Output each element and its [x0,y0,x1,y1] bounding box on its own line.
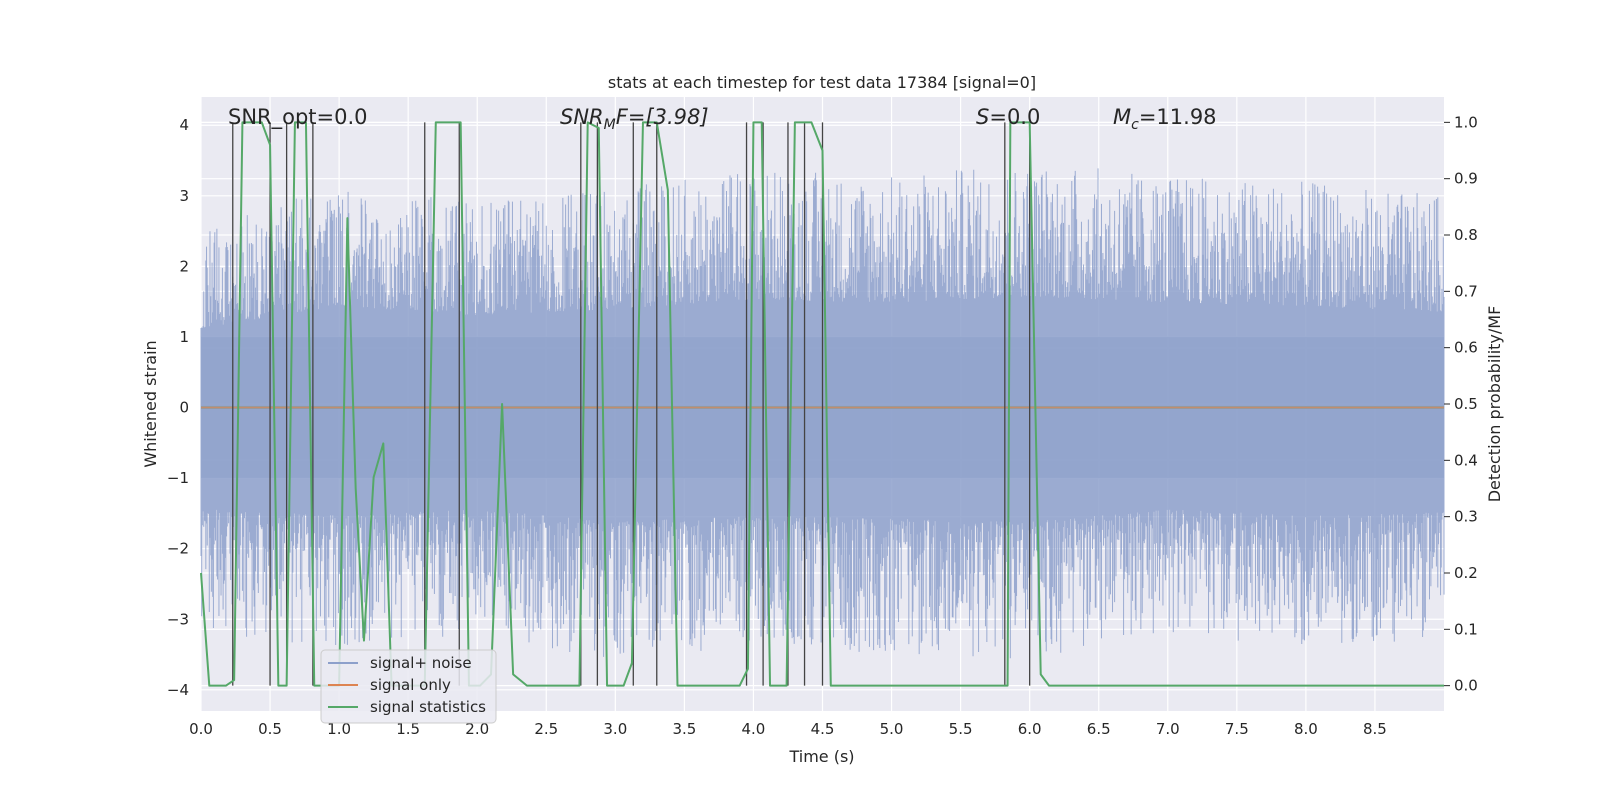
x-tick-label: 4.5 [811,720,835,738]
legend-box [320,649,497,724]
y-tick-label: −2 [167,540,189,558]
x-tick-label: 1.0 [327,720,351,738]
x-tick-label: 5.5 [949,720,973,738]
y2-tick-label: 0.4 [1454,451,1478,469]
x-tick-label: 2.5 [534,720,558,738]
annotation-mc: Mc=11.98 [1113,105,1217,133]
y-axis-title: Whitened strain [141,340,160,467]
y2-tick-label: 0.2 [1454,564,1478,582]
y-tick-label: 0 [179,399,189,417]
x-tick-label: 5.0 [880,720,904,738]
y2-tick-label: 0.9 [1454,170,1478,188]
x-tick-label: 8.5 [1363,720,1387,738]
legend-label-signal-statistics: signal statistics [370,698,486,716]
x-tick-label: 4.0 [742,720,766,738]
y2-tick-label: 0.7 [1454,282,1478,300]
annotation-snr-opt: SNR_opt=0.0 [228,105,368,130]
x-axis-ticks: 0.0 0.5 1.0 1.5 2.0 2.5 3.0 3.5 4.0 4.5 5.0 5.5 6.0 6… [189,720,1387,738]
x-tick-label: 1.5 [396,720,420,738]
y-axis-left-ticks: −4 −3 −2 −1 0 1 2 3 4 [167,116,189,699]
x-tick-label: 2.0 [465,720,489,738]
x-tick-label: 6.0 [1018,720,1042,738]
y2-tick-label: 0.6 [1454,339,1478,357]
x-axis-title: Time (s) [788,747,854,766]
y2-axis-title: Detection probability/MF [1485,306,1504,503]
y-tick-label: −4 [167,681,189,699]
legend-label-signal-noise: signal+ noise [370,654,472,672]
y2-tick-label: 0.8 [1454,226,1478,244]
x-tick-label: 0.0 [189,720,213,738]
y-tick-label: 3 [179,187,189,205]
x-tick-label: 6.5 [1087,720,1111,738]
x-tick-label: 0.5 [258,720,282,738]
y-tick-label: −3 [167,610,189,628]
y2-tick-label: 0.5 [1454,395,1478,413]
signal-statistics-line [200,121,1444,687]
y2-tick-label: 1.0 [1454,113,1478,131]
legend-label-signal-only: signal only [370,676,451,694]
y2-tick-label: 0.1 [1454,620,1478,638]
x-tick-label: 7.0 [1156,720,1180,738]
x-tick-label: 7.5 [1225,720,1249,738]
y2-tick-label: 0.0 [1454,677,1478,695]
y2-tick-label: 0.3 [1454,508,1478,526]
legend: signal+ noise signal only signal statist… [320,649,497,724]
signal-statistics-series [200,121,1444,687]
x-tick-label: 3.0 [603,720,627,738]
y-tick-label: 2 [179,257,189,275]
y-tick-label: −1 [167,469,189,487]
annotation-snr-mf: SNRMF=[3.98] [560,105,709,133]
x-tick-label: 3.5 [672,720,696,738]
y-tick-label: 1 [179,328,189,346]
chart-title: stats at each timestep for test data 173… [608,73,1036,92]
annotation-s: S=0.0 [976,105,1040,129]
y-axis-right-ticks: 0.0 0.1 0.2 0.3 0.4 0.5 0.6 0.7 0.8 0.9 1.0 [1444,113,1478,695]
x-tick-label: 8.0 [1294,720,1318,738]
y-tick-label: 4 [179,116,189,134]
